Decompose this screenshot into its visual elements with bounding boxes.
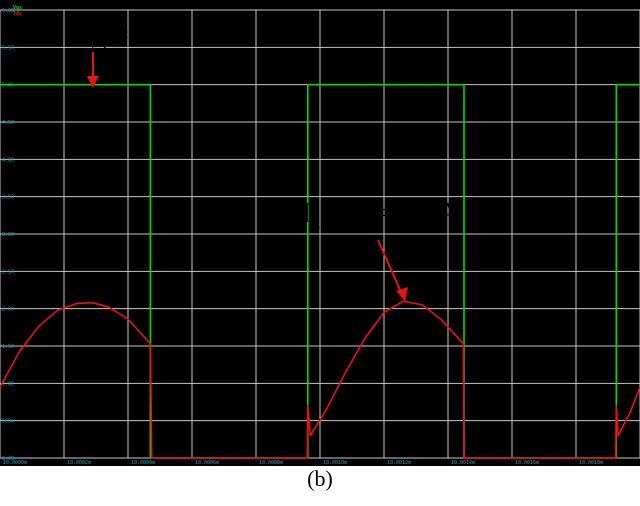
legend: Vgs Ids [13,5,22,17]
x-tick-label: 10.0016m [515,460,539,466]
x-axis-ticks: 10.0000m 10.0002m 10.0004m 10.0006m 10.0008m… [3,460,603,466]
vgs-annotation: Vgs = 5V [70,20,170,54]
grid [0,9,640,459]
x-tick-label: 10.0002m [67,460,91,466]
series-line-ids [0,300,640,459]
ids-arrowhead [396,287,408,301]
x-tick-label: 10.0000m [3,460,27,466]
vgs-arrowhead [87,76,99,88]
y-tick-label: 0.00 [2,456,14,462]
y-tick-label: 5.00 [2,83,14,89]
x-tick-label: 10.0018m [579,460,603,466]
y-axis-ticks: 6.00 5.50 5.00 4.50 4.00 3.50 3.00 2.50 2.00 1.50… [2,8,14,462]
y-tick-label: 4.50 [2,120,14,126]
y-tick-label: 4.00 [2,157,14,163]
vgs-annotation-main: V [70,20,90,51]
y-tick-label: 2.50 [2,269,14,275]
legend-entry-ids: Ids [13,11,22,17]
vgs-annotation-sub: gs [90,34,106,54]
waveform-chart: 6.00 5.50 5.00 4.50 4.00 3.50 3.00 2.50 2.00 1.50… [0,0,640,466]
ids-annotation: Ids(peak) = 2.1A [302,198,459,233]
vgs-annotation-rest: = 5V [106,20,170,51]
x-tick-label: 10.0008m [259,460,283,466]
ids-arrow [377,239,402,293]
series-line-vgs [0,83,640,459]
ids-annotation-sub: ds(peak) [311,212,373,233]
y-tick-label: 3.50 [2,195,14,201]
y-tick-label: 1.00 [2,381,14,387]
y-tick-label: 6.00 [2,8,14,14]
y-tick-label: 5.50 [2,45,14,51]
y-tick-label: 3.00 [2,232,14,238]
x-tick-label: 10.0012m [387,460,411,466]
legend-entry-vgs: Vgs [13,5,22,11]
x-tick-label: 10.0010m [323,460,347,466]
series-group [0,83,640,459]
x-tick-label: 10.0006m [195,460,219,466]
figure-caption: (b) [307,466,333,491]
x-tick-label: 10.0004m [131,460,155,466]
ids-annotation-rest: = 2.1A [373,198,459,229]
y-tick-label: 1.50 [2,344,14,350]
ids-annotation-main: I [302,198,311,229]
x-tick-label: 10.0014m [451,460,475,466]
y-tick-label: 500m [2,419,14,425]
y-tick-label: 2.00 [2,307,14,313]
